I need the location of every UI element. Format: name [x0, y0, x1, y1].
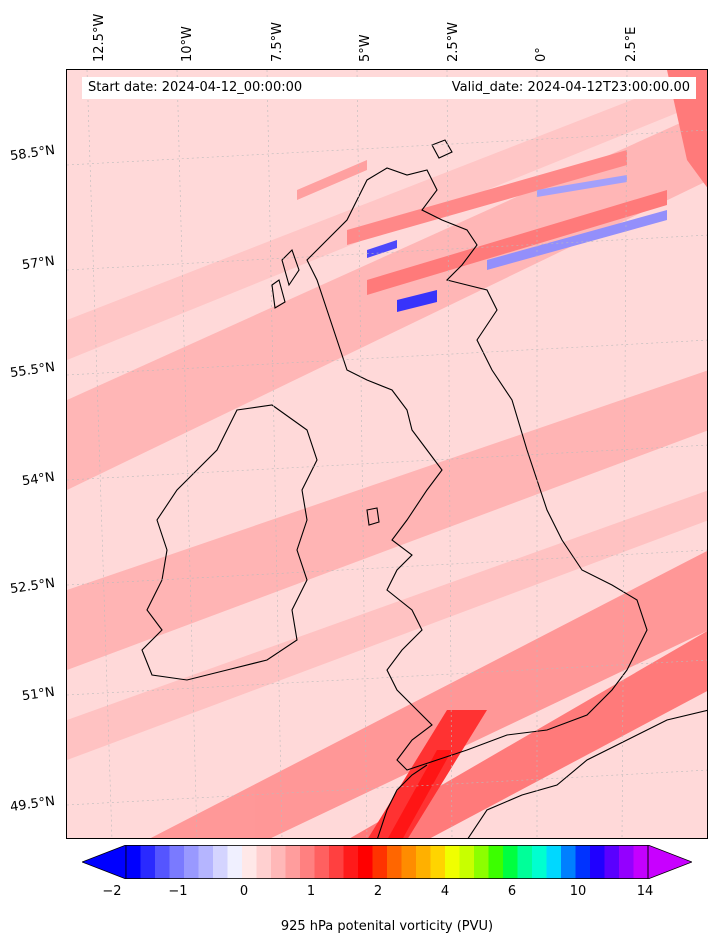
- colorbar-swatch: [546, 845, 562, 879]
- colorbar-tick: −1: [168, 884, 188, 899]
- graticule: [67, 70, 707, 838]
- colorbar-swatch: [256, 845, 272, 879]
- colorbar-extend-high: [647, 845, 692, 879]
- lon-label-5w: 5°W: [358, 34, 373, 62]
- colorbar-swatch: [198, 845, 214, 879]
- colorbar-swatch: [126, 845, 141, 879]
- lon-label-0: 0°: [534, 47, 549, 62]
- colorbar-swatch: [430, 845, 446, 879]
- colorbar-swatch: [227, 845, 243, 879]
- colorbar-swatch: [633, 845, 649, 879]
- start-date-label: Start date: 2024-04-12_00:00:00: [82, 77, 406, 99]
- lon-label-10w: 10°W: [180, 26, 195, 62]
- colorbar-swatch: [503, 845, 518, 879]
- colorbar-swatch: [184, 845, 199, 879]
- colorbar-swatch: [314, 845, 330, 879]
- colorbar-tick: 14: [636, 884, 654, 899]
- colorbar-swatch: [488, 845, 504, 879]
- colorbar-swatch: [329, 845, 344, 879]
- colorbar-tick: 1: [306, 884, 316, 899]
- colorbar-swatch: [358, 845, 373, 879]
- colorbar-swatch: [300, 845, 315, 879]
- coastlines: [141, 139, 707, 838]
- lon-label-2-5w: 2.5°W: [446, 21, 461, 62]
- colorbar-swatch: [155, 845, 170, 879]
- lon-label-12-5w: 12.5°W: [92, 13, 107, 62]
- colorbar-tick: 4: [440, 884, 450, 899]
- lat-label-51n: 51°N: [21, 684, 56, 705]
- colorbar-swatch: [459, 845, 475, 879]
- colorbar-swatch: [372, 845, 388, 879]
- colorbar-swatch: [140, 845, 156, 879]
- colorbar-swatch: [416, 845, 431, 879]
- lat-label-49-5n: 49.5°N: [9, 793, 56, 816]
- colorbar-swatch: [619, 845, 634, 879]
- colorbar-swatch: [285, 845, 301, 879]
- colorbar-swatch: [590, 845, 605, 879]
- colorbar-swatch: [532, 845, 547, 879]
- valid-date-label: Valid_date: 2024-04-12T23:00:00.00: [400, 77, 696, 99]
- lat-label-54n: 54°N: [21, 469, 56, 490]
- colorbar-swatch: [401, 845, 417, 879]
- colorbar-swatch: [474, 845, 489, 879]
- colorbar-label: 925 hPa potenital vorticity (PVU): [280, 919, 494, 934]
- lat-label-55-5n: 55.5°N: [9, 359, 56, 382]
- lon-label-2-5e: 2.5°E: [624, 26, 639, 62]
- colorbar-swatch: [604, 845, 620, 879]
- colorbar: [82, 845, 692, 879]
- colorbar-swatch: [575, 845, 591, 879]
- pv-bands: [67, 70, 707, 838]
- lat-label-52-5n: 52.5°N: [9, 575, 56, 598]
- colorbar-frame: [125, 845, 649, 879]
- colorbar-swatch: [445, 845, 460, 879]
- map-panel: [66, 69, 708, 839]
- colorbar-tick: 2: [373, 884, 383, 899]
- colorbar-swatch: [271, 845, 286, 879]
- lat-label-57n: 57°N: [21, 253, 56, 274]
- colorbar-tick: 6: [507, 884, 517, 899]
- colorbar-swatch: [343, 845, 359, 879]
- colorbar-tick: 0: [239, 884, 249, 899]
- lat-label-58-5n: 58.5°N: [9, 142, 56, 165]
- colorbar-extend-low: [82, 845, 127, 879]
- colorbar-tick: −2: [102, 884, 122, 899]
- colorbar-swatch: [169, 845, 185, 879]
- pv-field-map: [67, 70, 707, 838]
- colorbar-swatch: [517, 845, 533, 879]
- colorbar-swatch: [387, 845, 402, 879]
- colorbar-swatch: [242, 845, 257, 879]
- lon-label-7-5w: 7.5°W: [270, 21, 285, 62]
- colorbar-swatch: [213, 845, 228, 879]
- colorbar-swatch: [561, 845, 576, 879]
- colorbar-tick: 10: [569, 884, 587, 899]
